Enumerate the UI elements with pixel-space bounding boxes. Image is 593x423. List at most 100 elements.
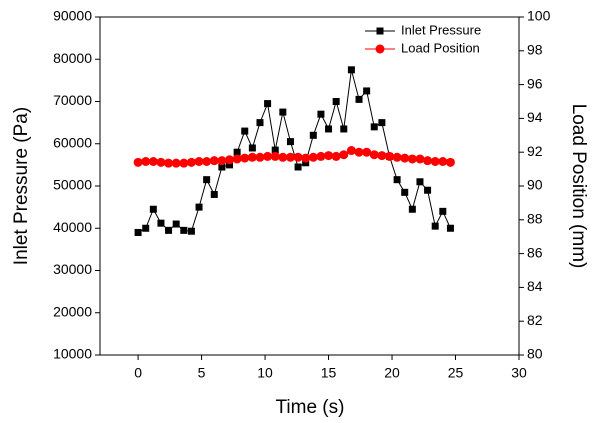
marker [339,150,349,160]
marker [393,176,401,184]
marker [347,66,355,74]
marker [133,157,143,167]
marker [270,151,280,161]
marker [423,156,433,166]
marker [240,153,250,163]
marker [203,176,211,184]
y-tick-label: 20000 [53,303,92,319]
x-tick-label: 20 [384,365,400,381]
legend-marker [375,44,385,54]
x-axis-title: Time (s) [276,397,345,418]
marker [232,154,242,164]
marker [210,190,218,198]
marker [370,123,378,131]
y-tick-label: 30000 [53,261,92,277]
x-tick-label: 10 [257,365,273,381]
marker [362,147,372,157]
marker [247,152,257,162]
marker [241,127,249,135]
marker [186,157,196,167]
legend-label: Load Position [401,40,480,55]
marker [172,220,180,228]
marker [149,205,157,213]
marker [392,152,402,162]
marker [445,157,455,167]
marker [142,224,150,232]
marker [354,147,364,157]
x-tick-label: 25 [448,365,464,381]
marker [301,153,311,163]
y-axis-title: Inlet Pressure (Pa) [11,107,32,265]
marker [217,156,227,166]
marker [317,110,325,118]
marker [156,157,166,167]
x-tick-label: 15 [321,365,337,381]
y-tick-label: 50000 [53,177,92,193]
y2-tick-label: 90 [527,177,543,193]
marker [363,87,371,95]
marker [195,203,203,211]
marker [141,156,151,166]
x-tick-label: 30 [511,365,527,381]
marker [325,125,333,133]
y2-axis-title: Load Position (mm) [568,104,589,269]
series-line [137,69,451,233]
marker [415,154,425,164]
marker [256,119,264,127]
y2-tick-label: 98 [527,42,543,58]
legend-label: Inlet Pressure [401,22,481,37]
marker [377,151,387,161]
marker [157,219,165,227]
marker [225,155,235,165]
y2-tick-label: 82 [527,312,543,328]
marker [180,226,188,234]
marker [164,158,174,168]
marker [179,158,189,168]
marker [286,138,294,146]
y-tick-label: 80000 [53,50,92,66]
marker [202,156,212,166]
marker [316,151,326,161]
y2-tick-label: 88 [527,211,543,227]
marker [308,152,318,162]
marker [209,156,219,166]
marker [309,131,317,139]
marker [255,152,265,162]
legend-marker [376,27,384,35]
marker [340,125,348,133]
marker [355,95,363,103]
y2-tick-label: 86 [527,244,543,260]
marker [134,228,142,236]
marker [302,159,310,167]
marker [378,119,386,127]
marker [285,152,295,162]
marker [324,151,334,161]
marker [446,224,454,232]
marker [171,158,181,168]
marker [279,108,287,116]
marker [401,188,409,196]
marker [293,152,303,162]
x-tick-label: 5 [198,365,206,381]
y2-tick-label: 84 [527,278,543,294]
marker [194,156,204,166]
plot-frame [99,16,520,356]
y-tick-label: 70000 [53,92,92,108]
marker [346,146,356,156]
marker [408,205,416,213]
x-tick-label: 0 [134,365,142,381]
marker [187,227,195,235]
marker [369,150,379,160]
y-tick-label: 60000 [53,134,92,150]
marker [233,148,241,156]
marker [424,186,432,194]
marker [384,151,394,161]
marker [271,146,279,154]
y-tick-label: 90000 [53,8,92,24]
y2-tick-label: 92 [527,143,543,159]
marker [218,163,226,171]
marker [332,98,340,105]
marker [165,226,173,234]
marker [248,144,256,152]
